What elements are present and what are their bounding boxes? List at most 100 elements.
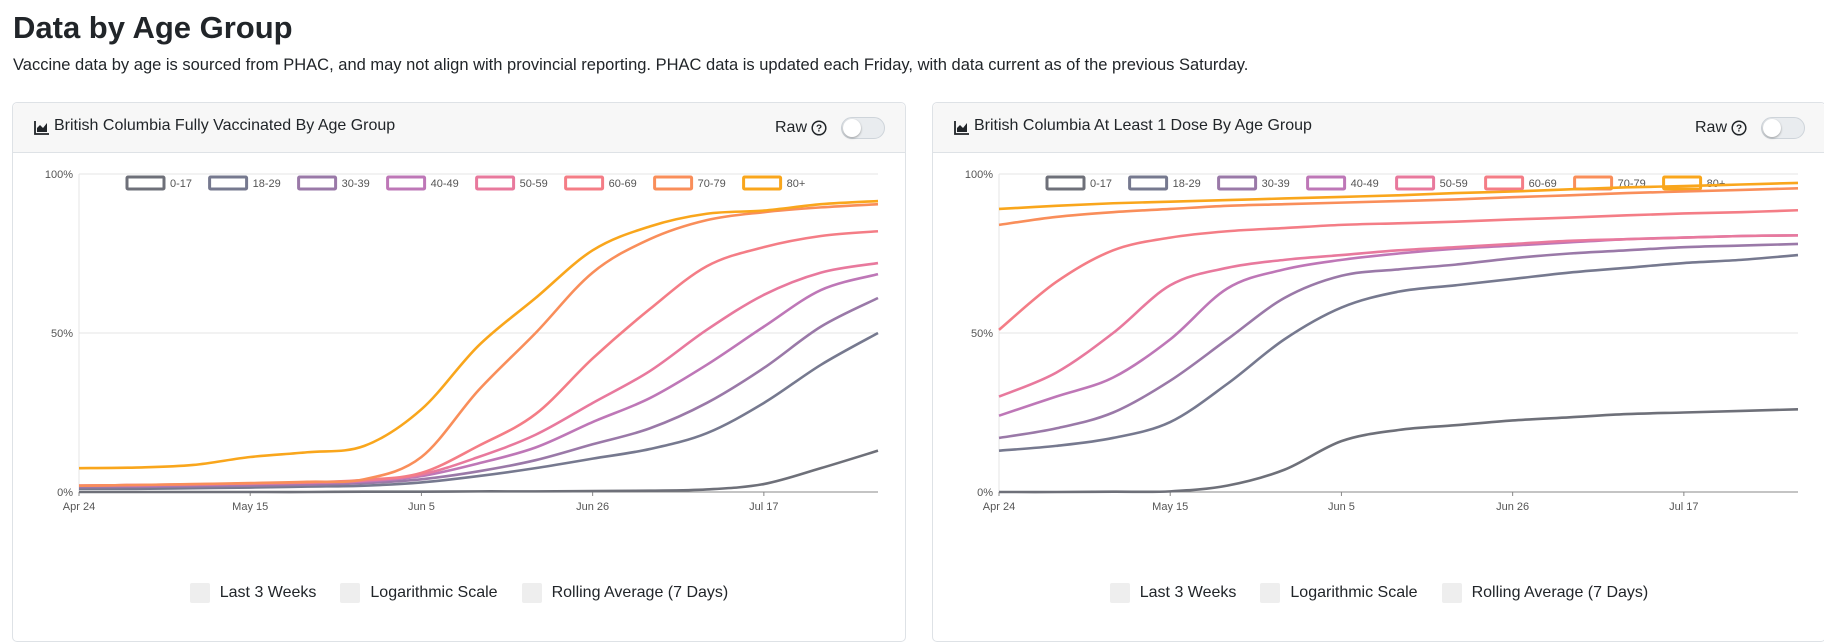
- x-tick-label: Jun 5: [1328, 501, 1355, 513]
- legend-label: 0-17: [170, 178, 192, 190]
- legend-label: 80+: [787, 178, 806, 190]
- legend-label: 40-49: [431, 178, 459, 190]
- legend-item[interactable]: 80+: [1662, 175, 1726, 191]
- svg-text:?: ?: [816, 124, 822, 135]
- legend-item[interactable]: 30-39: [297, 175, 370, 191]
- rolling-average-option[interactable]: Rolling Average (7 Days): [521, 583, 729, 603]
- legend-item[interactable]: 0-17: [125, 175, 192, 191]
- series-line-70-79: [78, 202, 879, 487]
- series-line-0-17: [79, 449, 879, 494]
- legend-swatch: [653, 175, 694, 191]
- y-tick-label: 50%: [971, 328, 993, 340]
- legend-swatch: [1306, 175, 1347, 191]
- legend-item[interactable]: 18-29: [1128, 175, 1201, 191]
- raw-control: Raw ?: [775, 115, 885, 141]
- legend-item[interactable]: 50-59: [1395, 175, 1468, 191]
- question-circle-icon[interactable]: ?: [1731, 120, 1747, 136]
- question-circle-icon[interactable]: ?: [811, 120, 827, 136]
- rolling-average-checkbox[interactable]: [1441, 583, 1462, 603]
- card-header: British Columbia At Least 1 Dose By Age …: [933, 103, 1824, 153]
- option-label: Last 3 Weeks: [219, 584, 317, 601]
- logarithmic-scale-checkbox[interactable]: [340, 583, 361, 603]
- legend-swatch: [297, 175, 338, 191]
- rolling-average-checkbox[interactable]: [521, 583, 542, 603]
- card-title: British Columbia At Least 1 Dose By Age …: [974, 117, 1312, 134]
- legend-swatch: [386, 175, 427, 191]
- option-label: Rolling Average (7 Days): [1471, 584, 1649, 601]
- y-tick-label: 0%: [57, 487, 73, 499]
- y-tick-label: 0%: [977, 487, 993, 499]
- x-tick-label: Jul 17: [1669, 501, 1698, 513]
- y-tick-label: 50%: [51, 328, 73, 340]
- last-3-weeks-option[interactable]: Last 3 Weeks: [1109, 583, 1237, 603]
- series-line-50-59: [998, 234, 1799, 398]
- series-line-18-29: [78, 331, 879, 491]
- logarithmic-scale-option[interactable]: Logarithmic Scale: [1260, 583, 1418, 603]
- legend-item[interactable]: 70-79: [653, 175, 726, 191]
- legend-label: 0-17: [1090, 178, 1112, 190]
- at-least-1-dose-chart: 0-17 18-29 30-39 40-49 50-59 60-69 70-79 80+0%5…: [965, 169, 1799, 513]
- card-header: British Columbia Fully Vaccinated By Age…: [13, 103, 905, 153]
- toggle-knob: [843, 119, 861, 137]
- series-line-50-59: [78, 261, 879, 487]
- legend-label: 50-59: [1440, 178, 1468, 190]
- logarithmic-scale-checkbox[interactable]: [1260, 583, 1281, 603]
- legend-item[interactable]: 0-17: [1045, 175, 1112, 191]
- series-line-70-79: [998, 187, 1799, 227]
- series-line-0-17: [998, 408, 1799, 494]
- x-tick-label: Jun 5: [408, 501, 435, 513]
- raw-toggle[interactable]: [1761, 117, 1805, 139]
- last-3-weeks-option[interactable]: Last 3 Weeks: [189, 583, 317, 603]
- legend-item[interactable]: 80+: [742, 175, 806, 191]
- x-tick-label: Apr 24: [63, 501, 95, 513]
- legend-label: 50-59: [520, 178, 548, 190]
- svg-text:?: ?: [1736, 124, 1742, 135]
- series-line-18-29: [998, 253, 1799, 452]
- legend-swatch: [1395, 175, 1436, 191]
- raw-label: Raw: [774, 119, 807, 136]
- option-label: Last 3 Weeks: [1139, 584, 1237, 601]
- area-chart-icon: [34, 121, 49, 135]
- last-3-weeks-checkbox[interactable]: [189, 583, 210, 603]
- series-line-30-39: [78, 296, 879, 489]
- raw-toggle[interactable]: [841, 117, 885, 139]
- card-title: British Columbia Fully Vaccinated By Age…: [54, 117, 396, 134]
- rolling-average-option[interactable]: Rolling Average (7 Days): [1441, 583, 1649, 603]
- chart-options: Last 3 Weeks Logarithmic Scale Rolling A…: [933, 583, 1824, 603]
- legend-swatch: [1045, 175, 1086, 191]
- legend-label: 30-39: [1262, 178, 1290, 190]
- legend-swatch: [564, 175, 605, 191]
- series-line-80+: [998, 181, 1799, 211]
- x-tick-label: Apr 24: [983, 501, 1015, 513]
- legend-label: 30-39: [342, 178, 370, 190]
- legend-item[interactable]: 18-29: [208, 175, 281, 191]
- legend-label: 60-69: [609, 178, 637, 190]
- raw-label: Raw: [1694, 119, 1727, 136]
- y-tick-label: 100%: [45, 169, 73, 181]
- x-tick-label: Jul 17: [749, 501, 778, 513]
- series-line-30-39: [998, 242, 1799, 440]
- legend-item[interactable]: 40-49: [1306, 175, 1379, 191]
- legend-label: 18-29: [1173, 178, 1201, 190]
- x-tick-label: May 15: [232, 501, 268, 513]
- option-label: Logarithmic Scale: [370, 584, 498, 601]
- option-label: Rolling Average (7 Days): [551, 584, 729, 601]
- last-3-weeks-checkbox[interactable]: [1109, 583, 1130, 603]
- legend-item[interactable]: 30-39: [1217, 175, 1290, 191]
- x-tick-label: May 15: [1152, 501, 1188, 513]
- legend-item[interactable]: 60-69: [1484, 175, 1557, 191]
- legend-swatch: [1128, 175, 1169, 191]
- x-tick-label: Jun 26: [576, 501, 609, 513]
- logarithmic-scale-option[interactable]: Logarithmic Scale: [340, 583, 498, 603]
- at-least-1-dose-card: British Columbia At Least 1 Dose By Age …: [932, 102, 1824, 642]
- page-title: Data by Age Group: [13, 10, 293, 45]
- option-label: Logarithmic Scale: [1290, 584, 1418, 601]
- legend-item[interactable]: 40-49: [386, 175, 459, 191]
- legend-swatch: [1484, 175, 1525, 191]
- legend-item[interactable]: 60-69: [564, 175, 637, 191]
- legend-label: 70-79: [698, 178, 726, 190]
- toggle-knob: [1763, 119, 1781, 137]
- legend-item[interactable]: 50-59: [475, 175, 548, 191]
- area-chart-icon: [954, 121, 969, 135]
- legend-label: 60-69: [1529, 178, 1557, 190]
